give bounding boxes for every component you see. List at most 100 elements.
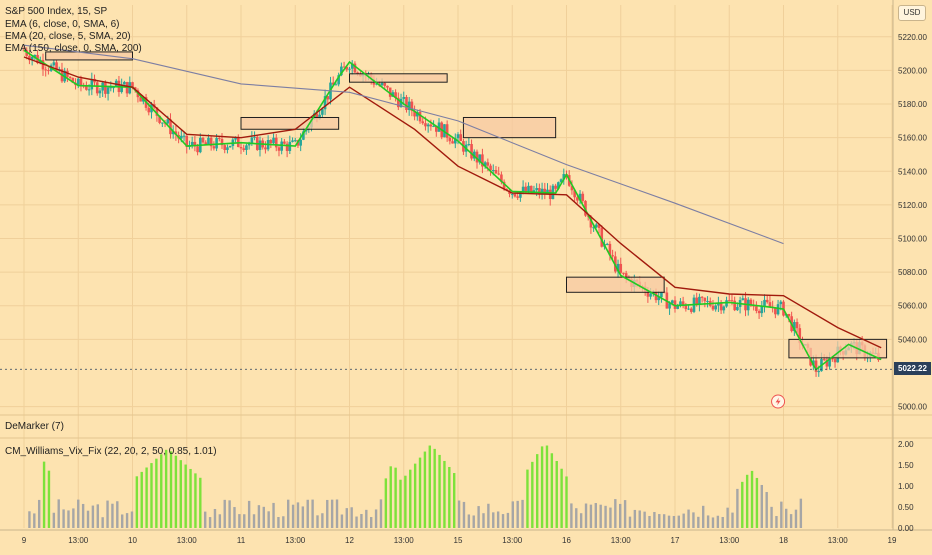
candle-body	[204, 142, 208, 145]
candle-body	[706, 301, 709, 303]
vix-bar	[487, 503, 490, 528]
candle-body	[212, 146, 216, 149]
candle-body	[793, 322, 796, 332]
candle-body	[513, 193, 517, 197]
symbol-title[interactable]: S&P 500 Index, 15, SP	[5, 6, 108, 17]
vix-bar	[619, 503, 622, 528]
candle-body	[402, 96, 406, 99]
candle-body	[445, 124, 449, 138]
vix-bar	[453, 473, 456, 528]
candle-body	[714, 305, 717, 310]
vix-bar	[184, 464, 187, 528]
candle-body	[722, 306, 726, 311]
candle-body	[158, 115, 161, 123]
vix-bar	[409, 469, 412, 528]
candle-body	[559, 179, 563, 183]
vix-bar	[594, 503, 597, 528]
time-tick-label: 13:00	[611, 536, 632, 545]
candle-body	[741, 298, 745, 301]
vix-bar	[526, 469, 529, 528]
candle-body	[71, 77, 75, 83]
candle-body	[502, 181, 506, 190]
vix-bar	[584, 503, 588, 528]
price-tick-label: 5000.00	[898, 403, 927, 412]
vix-bar	[623, 500, 627, 528]
vix-bar	[633, 509, 637, 528]
candle-body	[451, 141, 454, 144]
candle-body	[269, 139, 273, 144]
candle-body	[456, 134, 460, 139]
vix-bar	[238, 514, 241, 528]
candle-body	[833, 359, 837, 363]
candle-body	[595, 224, 598, 228]
time-tick-label: 12	[345, 536, 354, 545]
candle-body	[822, 359, 826, 361]
vix-bar	[794, 509, 798, 528]
candle-body	[109, 87, 113, 89]
vix-bar	[321, 513, 324, 528]
candle-body	[315, 113, 319, 120]
vix-bar	[37, 499, 41, 528]
candle-body	[120, 84, 123, 93]
candle-body	[399, 98, 403, 108]
vix-bar	[472, 515, 475, 528]
candle-body	[123, 81, 126, 85]
vix-bar	[760, 484, 763, 528]
vix-bar	[145, 467, 148, 528]
indicator-ema150[interactable]: EMA (150, close, 0, SMA, 200)	[5, 43, 142, 54]
vix-bar	[208, 517, 212, 528]
vix-bar	[799, 498, 803, 528]
candle-body	[277, 147, 281, 151]
supply-zone-2	[240, 116, 340, 130]
candle-body	[578, 193, 582, 201]
lightning-bolt	[775, 397, 781, 406]
vix-bar	[42, 461, 46, 528]
vix-bar	[57, 499, 60, 528]
vix-label[interactable]: CM_Williams_Vix_Fix (22, 20, 2, 50, 0.85…	[5, 446, 217, 457]
vix-bar	[86, 510, 90, 528]
candle-body	[516, 196, 519, 198]
candle-body	[524, 186, 528, 192]
candle-body	[106, 87, 110, 94]
candle-body	[616, 263, 620, 272]
vix-bar	[672, 515, 676, 528]
vix-bar	[428, 445, 431, 528]
candle-body	[52, 62, 56, 66]
vix-bar	[130, 511, 134, 528]
vix-bar	[155, 458, 158, 528]
candle-body	[711, 305, 715, 310]
candle-body	[166, 119, 170, 124]
vix-bar	[77, 499, 80, 528]
supply-zone-3	[349, 73, 448, 83]
vix-bar	[448, 466, 451, 528]
vix-bar	[306, 499, 309, 528]
candle-body	[670, 300, 674, 304]
candle-body	[104, 82, 107, 94]
vix-tick-label: 2.00	[898, 440, 914, 449]
candle-body	[79, 78, 83, 86]
price-tick-label: 5120.00	[898, 201, 927, 210]
candle-body	[600, 228, 604, 247]
price-tick-label: 5060.00	[898, 302, 927, 311]
candle-body	[253, 136, 256, 138]
vix-bar	[555, 460, 558, 528]
candle-body	[280, 141, 283, 151]
candle-body	[397, 97, 400, 108]
demarker-label[interactable]: DeMarker (7)	[5, 421, 64, 432]
indicator-ema20[interactable]: EMA (20, close, 5, SMA, 20)	[5, 31, 131, 42]
indicator-ema6[interactable]: EMA (6, close, 0, SMA, 6)	[5, 19, 120, 30]
vix-bar	[213, 508, 217, 528]
vix-bar	[291, 504, 295, 528]
candle-body	[283, 141, 286, 144]
candle-body	[719, 302, 723, 311]
candle-body	[543, 188, 547, 195]
candle-body	[321, 109, 324, 115]
candle-body	[467, 144, 471, 146]
candle-body	[776, 304, 780, 315]
candle-body	[817, 371, 821, 373]
vix-bar	[482, 513, 485, 528]
currency-button[interactable]: USD	[898, 5, 926, 21]
candle-body	[459, 134, 463, 142]
